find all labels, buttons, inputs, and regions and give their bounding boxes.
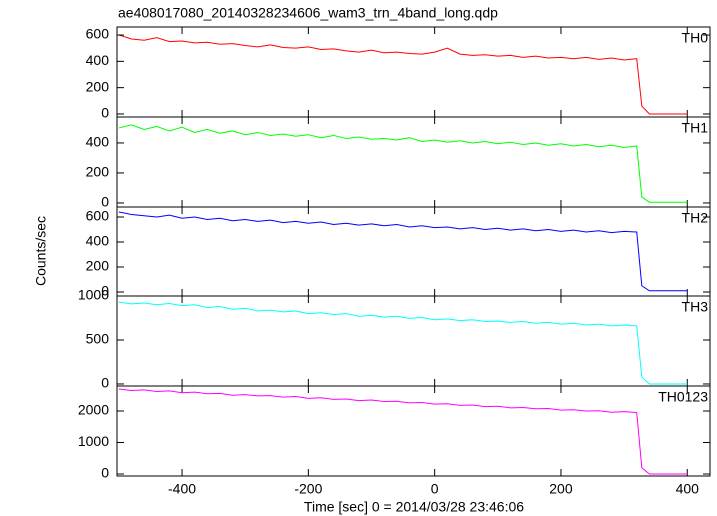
panel-frame (116, 385, 711, 477)
series-label: TH2 (682, 210, 709, 226)
y-tick-label: 600 (86, 208, 110, 224)
x-tick-label: 200 (549, 481, 573, 497)
x-tick-label: -200 (294, 481, 322, 497)
y-tick-label: 600 (86, 26, 110, 42)
series-label: TH1 (682, 120, 709, 136)
data-line (118, 388, 688, 475)
panel-frame (116, 295, 711, 387)
y-tick-label: 400 (86, 52, 110, 68)
y-tick-label: 1000 (78, 287, 109, 303)
series-label: TH3 (682, 299, 709, 315)
panel-frame (116, 116, 711, 208)
y-tick-label: 0 (101, 465, 109, 481)
y-tick-label: 200 (86, 78, 110, 94)
y-tick-label: 200 (86, 258, 110, 274)
y-tick-label: 400 (86, 233, 110, 249)
series-label: TH0123 (658, 389, 708, 405)
data-line (118, 211, 688, 292)
x-axis-label: Time [sec] 0 = 2014/03/28 23:46:06 (304, 499, 524, 515)
y-axis-label: Counts/sec (33, 216, 49, 286)
series-label: TH0 (682, 30, 709, 46)
data-line (118, 301, 688, 385)
y-tick-label: 0 (101, 105, 109, 121)
y-tick-label: 2000 (78, 402, 109, 418)
y-tick-label: 0 (101, 375, 109, 391)
y-tick-label: 200 (86, 164, 110, 180)
x-tick-label: 0 (431, 481, 439, 497)
y-tick-label: 500 (86, 331, 110, 347)
y-tick-label: 0 (101, 194, 109, 210)
y-tick-label: 400 (86, 134, 110, 150)
y-tick-label: 0 (101, 283, 109, 299)
y-tick-label: 1000 (78, 433, 109, 449)
data-line (118, 34, 688, 115)
x-tick-label: -400 (168, 481, 196, 497)
data-line (118, 124, 688, 203)
panel-frame (116, 206, 711, 297)
x-tick-label: 400 (676, 481, 700, 497)
chart-title: ae408017080_20140328234606_wam3_trn_4ban… (118, 5, 498, 21)
panel-frame (116, 26, 711, 118)
